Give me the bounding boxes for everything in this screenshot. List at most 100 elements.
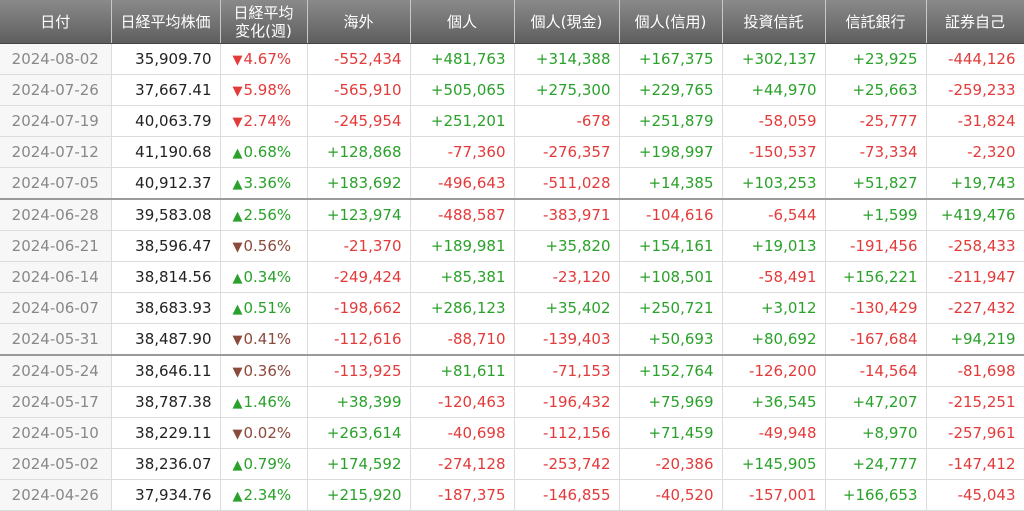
row-foreign-value: -21,370: [307, 230, 411, 262]
row-date: 2024-07-26: [0, 74, 112, 106]
row-trust-bank-value: -191,456: [825, 230, 927, 262]
row-investment-trust-value: +19,013: [722, 230, 826, 262]
row-investment-trust-value: +145,905: [722, 448, 826, 480]
row-nikkei-price: 38,596.47: [111, 230, 221, 262]
row-trust-bank-value: +25,663: [825, 74, 927, 106]
row-nikkei-change: ▼0.02%: [220, 417, 308, 449]
table-row: 2024-07-12 41,190.68 ▲0.68% +128,868 -77,360…: [0, 136, 1024, 168]
row-proprietary-value: -215,251: [926, 386, 1024, 418]
table-row: 2024-08-02 35,909.70 ▼4.67% -552,434 +481,76…: [0, 43, 1024, 75]
up-triangle-icon: ▲: [232, 209, 243, 224]
row-individual-cash-value: +35,402: [514, 292, 620, 324]
row-individual-cash-value: -678: [514, 105, 620, 137]
row-individual-value: -120,463: [410, 386, 515, 418]
row-individual-margin-value: +152,764: [619, 354, 723, 387]
change-percent: 2.34%: [243, 486, 292, 504]
header-foreign[interactable]: 海外: [307, 0, 411, 44]
header-trust-bank[interactable]: 信託銀行: [825, 0, 927, 44]
row-trust-bank-value: +8,970: [825, 417, 927, 449]
down-triangle-icon: ▼: [232, 53, 243, 68]
row-investment-trust-value: -6,544: [722, 198, 826, 231]
row-date: 2024-06-14: [0, 261, 112, 293]
row-nikkei-change: ▲0.68%: [220, 136, 308, 168]
row-foreign-value: -113,925: [307, 354, 411, 387]
row-proprietary-value: -259,233: [926, 74, 1024, 106]
row-individual-margin-value: +167,375: [619, 43, 723, 75]
row-individual-margin-value: +251,879: [619, 105, 723, 137]
row-individual-margin-value: +229,765: [619, 74, 723, 106]
row-date: 2024-05-31: [0, 323, 112, 356]
row-trust-bank-value: -130,429: [825, 292, 927, 324]
row-nikkei-change: ▲3.36%: [220, 167, 308, 200]
table-row: 2024-07-26 37,667.41 ▼5.98% -565,910 +505,06…: [0, 74, 1024, 106]
row-foreign-value: +38,399: [307, 386, 411, 418]
row-nikkei-price: 40,063.79: [111, 105, 221, 137]
header-proprietary[interactable]: 証券自己: [926, 0, 1024, 44]
table-row: 2024-06-07 38,683.93 ▲0.51% -198,662 +286,12…: [0, 292, 1024, 324]
row-proprietary-value: +19,743: [926, 167, 1024, 200]
header-nikkei[interactable]: 日経平均株価: [111, 0, 221, 44]
row-proprietary-value: +94,219: [926, 323, 1024, 356]
row-trust-bank-value: +23,925: [825, 43, 927, 75]
row-individual-value: +481,763: [410, 43, 515, 75]
header-individual-margin[interactable]: 個人(信用): [619, 0, 723, 44]
row-nikkei-change: ▲1.46%: [220, 386, 308, 418]
down-triangle-icon: ▼: [232, 84, 243, 99]
table-row: 2024-04-26 37,934.76 ▲2.34% +215,920 -187,37…: [0, 479, 1024, 511]
row-individual-cash-value: -511,028: [514, 167, 620, 200]
row-nikkei-price: 37,934.76: [111, 479, 221, 511]
row-nikkei-price: 38,487.90: [111, 323, 221, 356]
row-investment-trust-value: -157,001: [722, 479, 826, 511]
row-investment-trust-value: -58,491: [722, 261, 826, 293]
row-nikkei-price: 38,236.07: [111, 448, 221, 480]
row-individual-margin-value: +50,693: [619, 323, 723, 356]
row-individual-margin-value: +14,385: [619, 167, 723, 200]
row-nikkei-change: ▲2.34%: [220, 479, 308, 511]
up-triangle-icon: ▲: [232, 177, 243, 192]
row-individual-value: +189,981: [410, 230, 515, 262]
row-individual-margin-value: -20,386: [619, 448, 723, 480]
row-nikkei-price: 39,583.08: [111, 198, 221, 231]
row-foreign-value: +215,920: [307, 479, 411, 511]
row-nikkei-change: ▲0.34%: [220, 261, 308, 293]
up-triangle-icon: ▲: [232, 271, 243, 286]
row-foreign-value: -249,424: [307, 261, 411, 293]
change-percent: 3.36%: [243, 174, 292, 192]
row-investment-trust-value: +103,253: [722, 167, 826, 200]
row-foreign-value: +263,614: [307, 417, 411, 449]
row-date: 2024-07-05: [0, 167, 112, 200]
row-trust-bank-value: +47,207: [825, 386, 927, 418]
row-proprietary-value: -31,824: [926, 105, 1024, 137]
table-body: 2024-08-02 35,909.70 ▼4.67% -552,434 +481,76…: [0, 43, 1024, 511]
header-row: 日付 日経平均株価 日経平均 変化(週) 海外 個人 個人(現金) 個人(信用)…: [0, 0, 1024, 44]
row-individual-margin-value: +108,501: [619, 261, 723, 293]
header-individual[interactable]: 個人: [410, 0, 515, 44]
row-investment-trust-value: -49,948: [722, 417, 826, 449]
row-proprietary-value: -2,320: [926, 136, 1024, 168]
row-individual-cash-value: +275,300: [514, 74, 620, 106]
header-investment-trust[interactable]: 投資信託: [722, 0, 826, 44]
row-trust-bank-value: -25,777: [825, 105, 927, 137]
row-nikkei-change: ▼4.67%: [220, 43, 308, 75]
header-date[interactable]: 日付: [0, 0, 112, 44]
table-row: 2024-05-10 38,229.11 ▼0.02% +263,614 -40,698…: [0, 417, 1024, 449]
row-individual-value: -40,698: [410, 417, 515, 449]
row-individual-cash-value: +35,820: [514, 230, 620, 262]
row-foreign-value: +174,592: [307, 448, 411, 480]
row-investment-trust-value: +44,970: [722, 74, 826, 106]
header-nikkei-change[interactable]: 日経平均 変化(週): [220, 0, 308, 44]
row-proprietary-value: -81,698: [926, 354, 1024, 387]
header-individual-cash[interactable]: 個人(現金): [514, 0, 620, 44]
row-individual-value: +85,381: [410, 261, 515, 293]
row-nikkei-change: ▼0.41%: [220, 323, 308, 356]
row-date: 2024-07-12: [0, 136, 112, 168]
row-foreign-value: -565,910: [307, 74, 411, 106]
row-individual-value: -488,587: [410, 198, 515, 231]
row-individual-margin-value: +198,997: [619, 136, 723, 168]
row-trust-bank-value: +1,599: [825, 198, 927, 231]
row-date: 2024-05-17: [0, 386, 112, 418]
row-investment-trust-value: +36,545: [722, 386, 826, 418]
row-individual-cash-value: -23,120: [514, 261, 620, 293]
table-row: 2024-06-14 38,814.56 ▲0.34% -249,424 +85,381…: [0, 261, 1024, 293]
